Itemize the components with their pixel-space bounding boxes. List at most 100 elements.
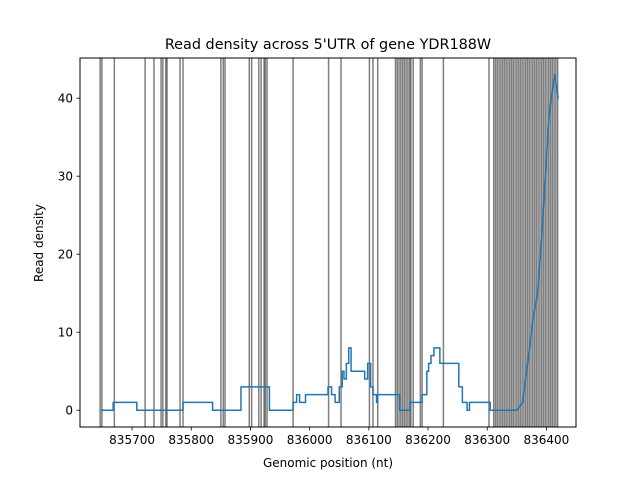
chart-title: Read density across 5'UTR of gene YDR188… xyxy=(165,37,491,53)
data-point-0-47 xyxy=(375,394,378,396)
data-point-0-73 xyxy=(466,401,468,404)
data-point-0-38 xyxy=(350,370,352,372)
y-tick-label-0: 0 xyxy=(65,403,73,417)
data-point-0-41 xyxy=(367,378,369,380)
data-point-0-10 xyxy=(240,386,242,388)
data-point-0-63 xyxy=(433,355,435,357)
data-point-0-18 xyxy=(298,401,301,404)
data-point-0-58 xyxy=(426,370,428,372)
data-point-0-59 xyxy=(428,370,430,372)
data-point-0-11 xyxy=(268,386,270,388)
data-point-0-0 xyxy=(100,409,102,411)
data-point-0-12 xyxy=(268,409,270,411)
data-point-0-62 xyxy=(430,355,432,357)
data-point-0-85 xyxy=(548,113,550,115)
data-point-0-57 xyxy=(426,394,428,396)
data-point-0-45 xyxy=(372,386,374,388)
data-point-0-36 xyxy=(348,347,350,349)
data-point-0-26 xyxy=(334,401,336,404)
x-axis-ticks: 835700 835800 835900 836000 836100 836200 8363… xyxy=(109,427,569,447)
data-point-0-3 xyxy=(136,401,138,404)
data-point-0-21 xyxy=(327,394,329,396)
data-point-0-40 xyxy=(364,378,366,380)
data-point-0-2 xyxy=(112,401,114,404)
data-point-0-60 xyxy=(428,362,430,365)
data-point-0-76 xyxy=(468,401,471,404)
y-tick-label-3: 30 xyxy=(58,169,73,183)
y-tick-label-2: 20 xyxy=(58,247,73,261)
data-point-0-61 xyxy=(430,362,432,365)
data-point-0-84 xyxy=(544,175,546,177)
data-point-0-15 xyxy=(296,401,298,404)
y-tick-label-4: 40 xyxy=(58,91,73,105)
data-point-0-17 xyxy=(298,394,301,396)
data-point-0-74 xyxy=(466,409,468,411)
data-point-0-5 xyxy=(182,409,184,411)
data-point-0-27 xyxy=(338,401,340,404)
data-point-0-7 xyxy=(211,401,214,404)
data-point-0-28 xyxy=(338,386,340,388)
data-point-0-88 xyxy=(557,97,559,99)
x-tick-label-1: 835800 xyxy=(168,433,214,447)
data-point-0-55 xyxy=(421,401,423,404)
data-point-0-67 xyxy=(439,347,441,349)
y-axis-label: Read density xyxy=(32,204,46,282)
data-point-0-43 xyxy=(370,362,372,365)
data-point-0-24 xyxy=(330,394,333,396)
vertical-line-layer xyxy=(99,58,559,427)
data-point-0-79 xyxy=(516,409,518,411)
data-point-0-8 xyxy=(211,409,214,411)
x-tick-label-7: 836400 xyxy=(523,433,569,447)
data-point-0-39 xyxy=(364,370,366,372)
data-point-0-78 xyxy=(489,409,491,411)
data-point-0-51 xyxy=(399,394,401,396)
data-point-0-69 xyxy=(458,362,460,365)
data-point-0-80 xyxy=(522,401,524,404)
data-point-0-20 xyxy=(304,394,307,396)
data-point-0-56 xyxy=(421,394,423,396)
y-tick-label-1: 10 xyxy=(58,325,73,339)
x-tick-label-3: 836000 xyxy=(287,433,333,447)
x-tick-label-6: 836300 xyxy=(464,433,510,447)
data-point-0-44 xyxy=(370,386,372,388)
data-point-0-70 xyxy=(458,386,460,388)
data-point-0-30 xyxy=(341,370,343,372)
data-point-0-68 xyxy=(439,362,441,365)
data-point-0-32 xyxy=(343,378,345,380)
data-point-0-29 xyxy=(341,386,343,388)
x-tick-label-4: 836100 xyxy=(346,433,392,447)
data-point-0-83 xyxy=(541,238,543,240)
data-point-0-48 xyxy=(375,401,378,404)
data-point-0-77 xyxy=(489,401,491,404)
data-point-0-22 xyxy=(327,386,329,388)
data-point-0-35 xyxy=(348,362,350,365)
x-tick-label-5: 836200 xyxy=(405,433,451,447)
data-point-0-53 xyxy=(409,409,411,411)
data-point-0-33 xyxy=(345,378,347,380)
data-point-0-42 xyxy=(367,362,369,365)
data-point-0-4 xyxy=(136,409,138,411)
data-point-0-19 xyxy=(304,401,307,404)
series-line-0 xyxy=(101,74,559,411)
data-point-0-34 xyxy=(345,362,347,365)
data-point-0-37 xyxy=(350,347,352,349)
data-point-0-82 xyxy=(536,292,539,294)
data-point-0-87 xyxy=(554,74,556,76)
series-layer xyxy=(100,74,559,411)
data-point-0-66 xyxy=(435,347,437,349)
data-point-0-25 xyxy=(334,394,336,396)
data-point-0-31 xyxy=(343,370,345,372)
data-point-0-64 xyxy=(433,347,435,349)
data-point-0-54 xyxy=(409,401,411,404)
data-point-0-52 xyxy=(399,409,401,411)
data-point-0-13 xyxy=(292,409,294,411)
x-tick-label-2: 835900 xyxy=(228,433,274,447)
y-axis-ticks: 0 10 20 30 40 xyxy=(58,91,80,417)
plot-frame xyxy=(79,57,577,428)
data-point-0-16 xyxy=(296,394,298,396)
x-axis-label: Genomic position (nt) xyxy=(263,456,393,470)
data-point-0-72 xyxy=(461,401,463,404)
data-point-0-14 xyxy=(292,401,294,404)
